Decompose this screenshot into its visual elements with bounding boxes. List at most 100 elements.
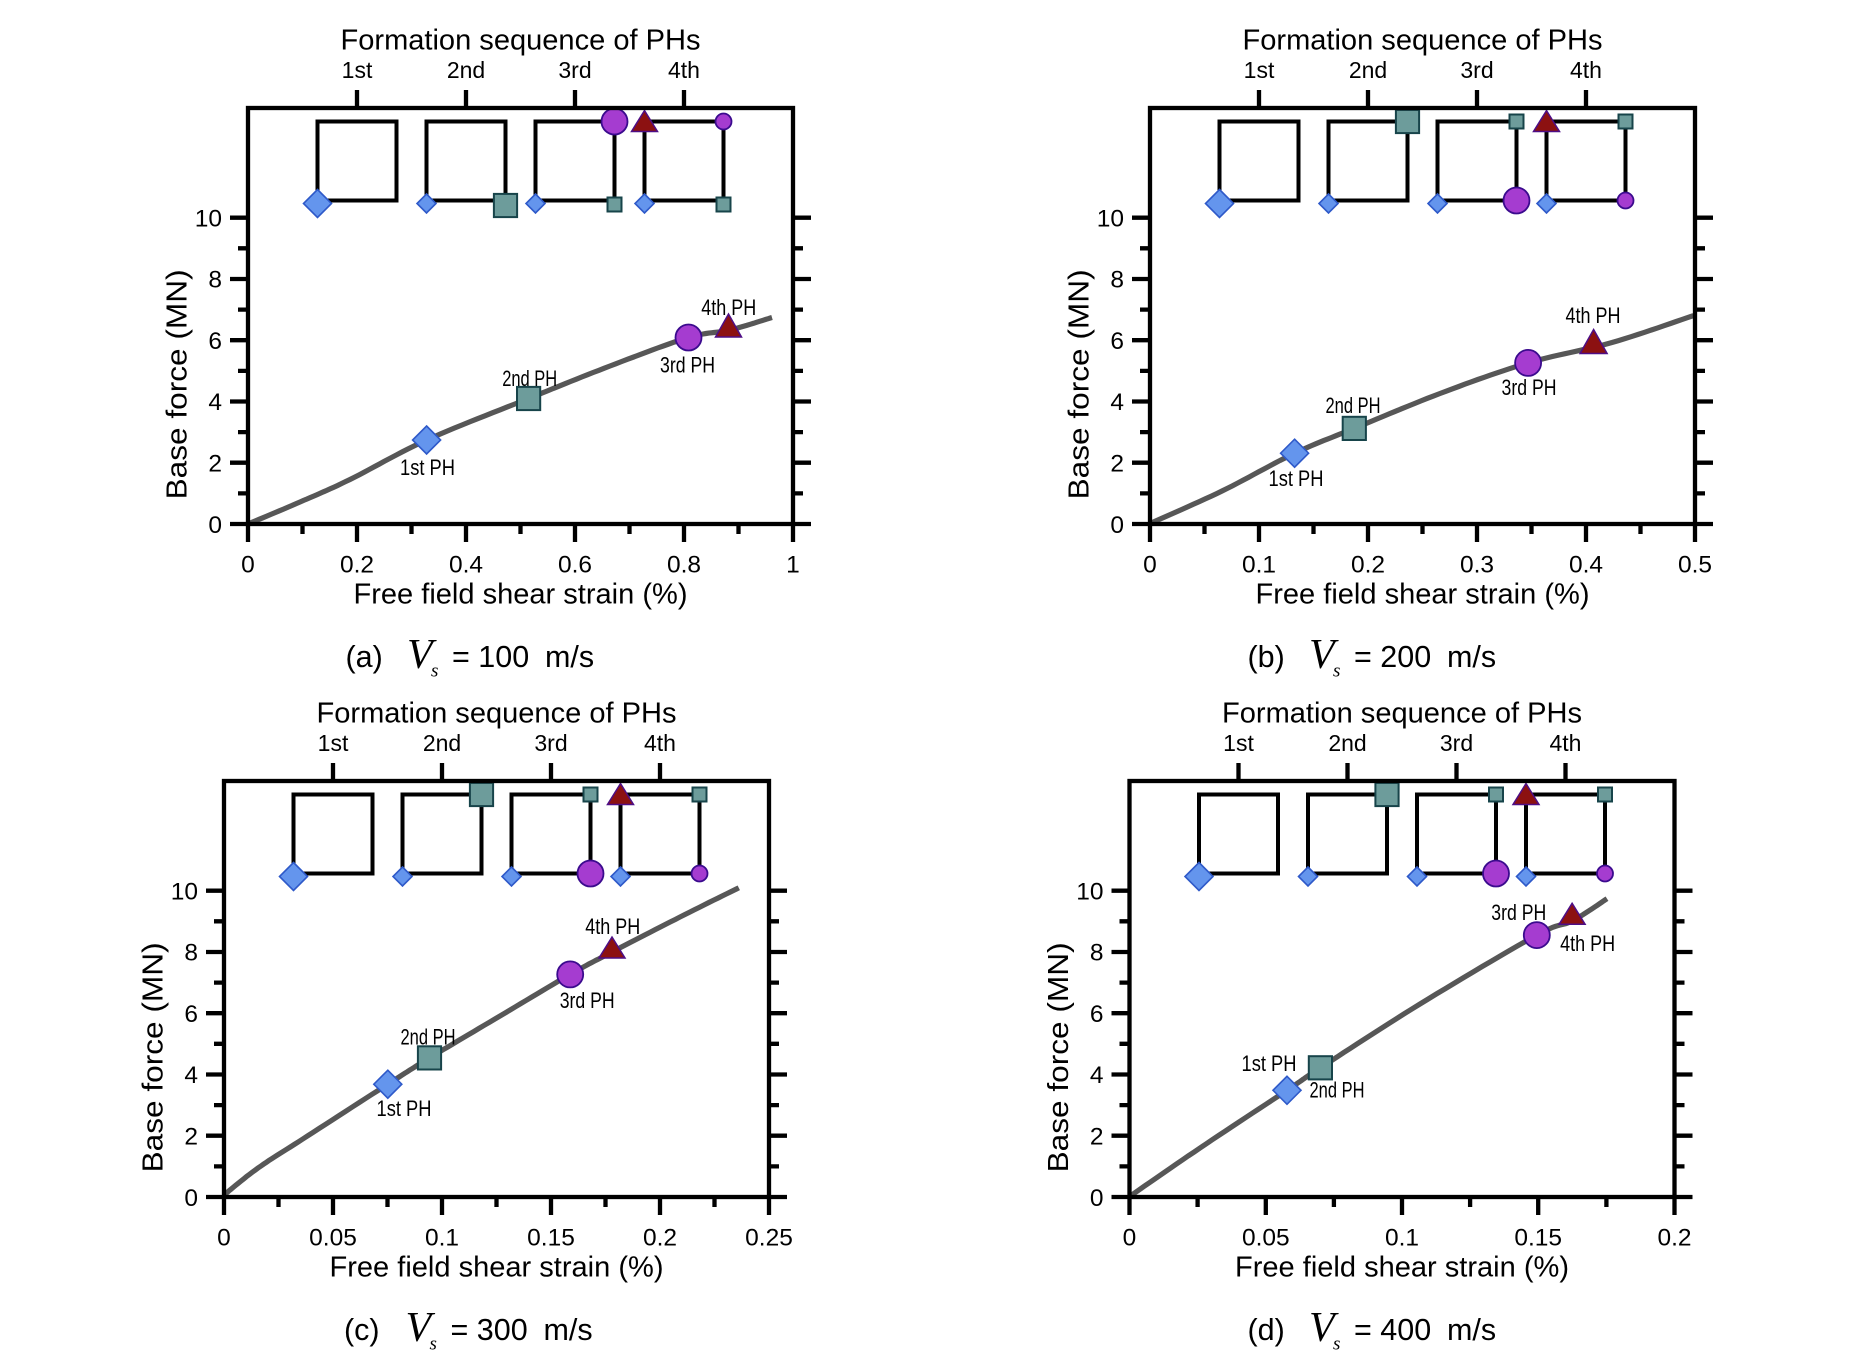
svg-text:10: 10 [1097,205,1124,232]
svg-text:1st: 1st [1244,57,1275,83]
svg-text:m/s: m/s [544,1313,593,1347]
svg-text:2nd: 2nd [423,730,461,756]
svg-text:3rd: 3rd [558,57,591,83]
svg-text:4th PH: 4th PH [701,295,756,320]
svg-text:0.5: 0.5 [1678,552,1712,579]
svg-text:1st: 1st [318,730,349,756]
svg-text:V: V [1309,1305,1339,1351]
svg-text:Free field shear strain (%): Free field shear strain (%) [1235,1252,1569,1284]
svg-text:6: 6 [184,1001,198,1028]
svg-text:0.4: 0.4 [1569,552,1603,579]
svg-text:0.2: 0.2 [340,552,374,579]
svg-text:4th: 4th [644,730,676,756]
svg-text:0: 0 [184,1185,198,1212]
svg-text:1st: 1st [1223,730,1254,756]
svg-text:0.2: 0.2 [1351,552,1385,579]
svg-text:0.1: 0.1 [1242,552,1276,579]
svg-text:0: 0 [208,512,222,539]
svg-text:10: 10 [171,879,198,906]
svg-text:V: V [1309,632,1339,678]
svg-text:0: 0 [1110,512,1124,539]
svg-text:3rd PH: 3rd PH [660,352,715,377]
svg-text:8: 8 [184,940,198,967]
svg-text:2: 2 [208,451,222,478]
svg-text:2: 2 [1090,1124,1104,1151]
svg-text:4th PH: 4th PH [1566,303,1621,328]
svg-text:10: 10 [195,205,222,232]
svg-text:4th PH: 4th PH [1560,931,1615,956]
svg-text:= 100: = 100 [452,640,529,674]
svg-text:0.05: 0.05 [1242,1225,1290,1252]
svg-text:= 400: = 400 [1354,1313,1431,1347]
svg-text:4: 4 [1090,1062,1104,1089]
svg-text:2: 2 [1110,451,1124,478]
svg-text:(b): (b) [1248,640,1285,674]
svg-text:Base force (MN): Base force (MN) [162,269,194,499]
svg-text:0.15: 0.15 [527,1225,575,1252]
svg-text:1: 1 [786,552,800,579]
svg-text:1st PH: 1st PH [377,1096,432,1121]
svg-text:Formation sequence of PHs: Formation sequence of PHs [317,698,677,730]
svg-text:0.1: 0.1 [425,1225,459,1252]
svg-text:0.05: 0.05 [309,1225,357,1252]
svg-text:2nd PH: 2nd PH [1326,393,1381,418]
svg-text:2nd: 2nd [447,57,485,83]
svg-text:3rd PH: 3rd PH [560,988,615,1013]
svg-text:1st PH: 1st PH [1269,466,1324,491]
svg-text:(a): (a) [346,640,383,674]
svg-text:2: 2 [184,1124,198,1151]
svg-text:8: 8 [1110,267,1124,294]
svg-text:0.4: 0.4 [449,552,483,579]
svg-text:4th PH: 4th PH [585,914,640,939]
svg-text:Free field shear strain (%): Free field shear strain (%) [1256,579,1590,611]
svg-text:4: 4 [184,1062,198,1089]
svg-text:3rd: 3rd [1460,57,1493,83]
svg-text:Base force (MN): Base force (MN) [138,942,170,1172]
svg-text:m/s: m/s [1447,1313,1496,1347]
svg-text:2nd: 2nd [1328,730,1366,756]
svg-text:4: 4 [208,389,222,416]
svg-text:= 300: = 300 [451,1313,528,1347]
svg-text:0.8: 0.8 [667,552,701,579]
svg-text:Base force (MN): Base force (MN) [1043,942,1075,1172]
svg-text:0.2: 0.2 [643,1225,677,1252]
svg-text:s: s [430,1334,437,1355]
svg-text:4th: 4th [668,57,700,83]
svg-text:Formation sequence of PHs: Formation sequence of PHs [1243,25,1603,57]
svg-text:0.15: 0.15 [1514,1225,1562,1252]
svg-text:4th: 4th [1570,57,1602,83]
svg-text:0.2: 0.2 [1657,1225,1691,1252]
svg-text:Base force (MN): Base force (MN) [1064,269,1096,499]
svg-text:s: s [1333,1334,1340,1355]
svg-text:2nd PH: 2nd PH [1310,1078,1365,1103]
svg-text:1st PH: 1st PH [1242,1051,1297,1076]
svg-text:6: 6 [208,328,222,355]
svg-text:2nd: 2nd [1349,57,1387,83]
svg-text:8: 8 [1090,940,1104,967]
svg-text:4: 4 [1110,389,1124,416]
svg-text:0: 0 [1090,1185,1104,1212]
svg-text:3rd: 3rd [1440,730,1473,756]
svg-text:8: 8 [208,267,222,294]
svg-text:0.6: 0.6 [558,552,592,579]
svg-text:4th: 4th [1550,730,1582,756]
svg-text:0: 0 [217,1225,231,1252]
svg-text:0.25: 0.25 [745,1225,793,1252]
svg-text:(d): (d) [1248,1313,1285,1347]
svg-text:6: 6 [1090,1001,1104,1028]
svg-text:V: V [406,1305,436,1351]
svg-text:1st PH: 1st PH [400,455,455,480]
svg-text:3rd: 3rd [534,730,567,756]
svg-text:10: 10 [1076,879,1103,906]
svg-text:3rd PH: 3rd PH [1491,900,1546,925]
svg-text:0: 0 [1123,1225,1137,1252]
svg-text:0: 0 [1143,552,1157,579]
svg-text:Formation sequence of PHs: Formation sequence of PHs [1222,698,1582,730]
svg-text:1st: 1st [342,57,373,83]
svg-text:2nd PH: 2nd PH [401,1025,456,1050]
svg-text:0.3: 0.3 [1460,552,1494,579]
svg-text:V: V [407,632,437,678]
svg-text:2nd PH: 2nd PH [502,366,557,391]
svg-text:(c): (c) [344,1313,380,1347]
svg-text:m/s: m/s [545,640,594,674]
